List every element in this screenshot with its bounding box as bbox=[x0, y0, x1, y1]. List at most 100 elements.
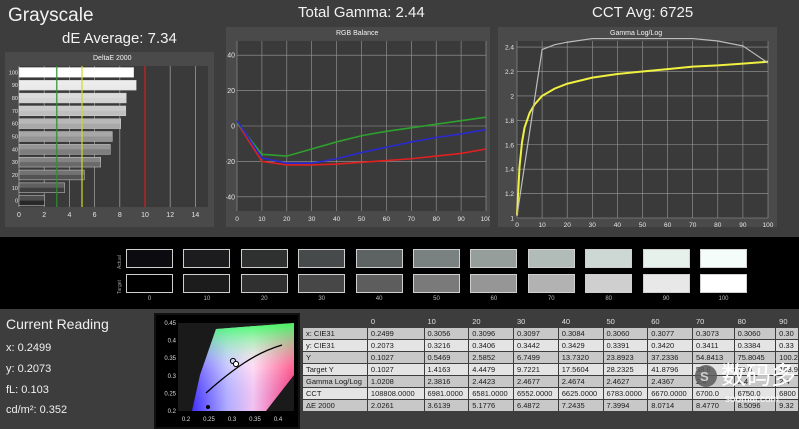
swatch-actual bbox=[700, 249, 747, 268]
swatch-label: 40 bbox=[375, 296, 383, 302]
table-row-label: x: CIE31 bbox=[302, 327, 368, 340]
de-average: dE Average: 7.34 bbox=[62, 30, 177, 47]
gamma-ytick-label: 2.4 bbox=[505, 45, 514, 52]
table-cell: 6783.0000 bbox=[602, 387, 649, 400]
reading-x: x: 0.2499 bbox=[6, 342, 52, 354]
swatch-actual bbox=[183, 249, 231, 268]
table-cell: 41.8796 bbox=[647, 363, 693, 376]
row-label-actual: Actual bbox=[117, 255, 123, 269]
table-cell: 23.8923 bbox=[602, 351, 649, 364]
swatch-actual bbox=[527, 249, 575, 268]
swatch-strip: Actual Target 0 10 20 30 40 50 60 70 80 90 100 bbox=[0, 237, 799, 309]
table-cell: 6.4872 bbox=[513, 399, 559, 412]
swatch-actual bbox=[126, 249, 173, 268]
table-header-cell: 50 bbox=[602, 315, 649, 328]
gamma-ytick-label: 1.6 bbox=[505, 142, 514, 149]
deltae-xtick-label: 2 bbox=[42, 212, 46, 219]
cie-ytick-label: 0.45 bbox=[164, 321, 176, 327]
swatch-label: 50 bbox=[433, 296, 440, 302]
rgb-xtick-label: 80 bbox=[433, 216, 441, 223]
gamma-xtick-label: 80 bbox=[714, 222, 722, 227]
table-cell: 0.2073 bbox=[366, 339, 425, 352]
watermark: S 数码多 soomal.com bbox=[695, 352, 796, 413]
table-row: ΔE 2000 2.0261 3.6139 5.1776 6.4872 7.2435 7.3… bbox=[302, 399, 799, 412]
swatch-target bbox=[298, 274, 346, 293]
deltae-bar-highlight bbox=[19, 144, 111, 150]
swatch-label: 90 bbox=[662, 296, 670, 302]
table-cell: 0.3073 bbox=[692, 327, 735, 340]
table-row: y: CIE31 0.2073 0.3216 0.3406 0.3442 0.3429 0.… bbox=[302, 339, 799, 352]
rgb-xtick-label: 40 bbox=[333, 216, 341, 223]
table-cell: 6800 bbox=[775, 387, 799, 400]
table-cell: 13.7320 bbox=[557, 351, 604, 364]
table-cell: 0.3077 bbox=[647, 327, 693, 340]
cie-ytick-label: 0.3 bbox=[168, 374, 177, 380]
table-cell: 2.4423 bbox=[468, 375, 514, 388]
table-cell: 0.3056 bbox=[423, 327, 470, 340]
gamma-ytick-label: 2.2 bbox=[505, 69, 514, 76]
table-cell: 2.4674 bbox=[557, 375, 604, 388]
table-cell: 6.7499 bbox=[513, 351, 559, 364]
cie-xtick-label: 0.2 bbox=[182, 417, 191, 423]
cie-xtick-label: 0.4 bbox=[274, 417, 283, 423]
deltae-xtick-label: 0 bbox=[17, 212, 21, 219]
table-cell: 0.1027 bbox=[366, 363, 425, 376]
deltae-bar bbox=[18, 80, 137, 91]
gamma-ytick-label: 1 bbox=[510, 216, 514, 223]
table-header-cell: 0 bbox=[366, 315, 425, 328]
table-cell: 0.3384 bbox=[733, 339, 777, 352]
deltae-xtick-label: 12 bbox=[166, 212, 174, 219]
rgb-xtick-label: 10 bbox=[258, 216, 266, 223]
swatch-label: 20 bbox=[260, 296, 268, 302]
cie-gamut-overlay bbox=[192, 323, 294, 411]
watermark-badge-icon bbox=[695, 365, 717, 387]
table-cell: 2.0261 bbox=[366, 399, 425, 412]
swatch-actual bbox=[413, 249, 460, 268]
deltae-xtick-label: 6 bbox=[93, 212, 97, 219]
deltae-category-label: 0 bbox=[15, 199, 18, 205]
swatch-actual bbox=[642, 249, 690, 268]
swatch-target bbox=[355, 274, 403, 293]
deltae-chart: DeltaE 2000 0 10 20 30 40 50 60 70 80 90 100 0 2 4 6 8 1… bbox=[5, 52, 214, 227]
table-cell: 0.2499 bbox=[366, 327, 425, 340]
reading-fl: fL: 0.103 bbox=[6, 384, 49, 396]
table-cell: 2.4367 bbox=[647, 375, 693, 388]
table-cell: 0.3097 bbox=[513, 327, 559, 340]
swatch-target bbox=[527, 274, 575, 293]
table-cell: 0.3060 bbox=[602, 327, 649, 340]
table-cell: 0.3442 bbox=[513, 339, 559, 352]
table-header-cell bbox=[302, 315, 368, 328]
deltae-xtick-label: 8 bbox=[118, 212, 122, 219]
table-header-cell: 60 bbox=[647, 315, 693, 328]
table-cell: 8.0714 bbox=[647, 399, 693, 412]
table-cell: 37.2336 bbox=[647, 351, 693, 364]
cie-ytick-label: 0.4 bbox=[168, 339, 177, 345]
deltae-category-label: 80 bbox=[12, 96, 18, 102]
table-cell: 9.32 bbox=[775, 399, 799, 412]
deltae-bar-highlight bbox=[19, 195, 45, 201]
deltae-bar-highlight bbox=[19, 131, 113, 137]
table-cell: 75.8045 bbox=[733, 351, 777, 364]
deltae-category-label: 30 bbox=[12, 160, 18, 166]
gamma-xtick-label: 60 bbox=[664, 222, 672, 227]
watermark-logo: S 数码多 soomal.com bbox=[695, 362, 796, 405]
deltae-bar-highlight bbox=[19, 80, 137, 86]
table-cell: 6552.0000 bbox=[513, 387, 559, 400]
table-cell: 1.4163 bbox=[423, 363, 470, 376]
deltae-category-label: 50 bbox=[12, 135, 18, 141]
table-cell: 8.4770 bbox=[692, 399, 735, 412]
deltae-bar-highlight bbox=[19, 118, 121, 124]
table-header-cell: 30 bbox=[513, 315, 559, 328]
deltae-category-label: 90 bbox=[12, 83, 18, 89]
swatch-label: 100 bbox=[718, 296, 729, 302]
rgb-ytick-label: 20 bbox=[227, 88, 235, 95]
cie-diagram: 0.45 0.4 0.35 0.3 0.25 0.2 0.2 0.25 0.3 0.35 0.4 bbox=[154, 313, 300, 429]
deltae-chart-title: DeltaE 2000 bbox=[93, 55, 132, 62]
deltae-category-label: 10 bbox=[12, 186, 18, 192]
rgb-xtick-label: 50 bbox=[358, 216, 366, 223]
deltae-chart-svg: 0 10 20 30 40 50 60 70 80 90 100 0 2 4 6 8 10 12 14 bbox=[9, 66, 208, 219]
swatch-label: 70 bbox=[547, 296, 555, 302]
deltae-bar bbox=[18, 67, 134, 78]
swatch-actual bbox=[355, 249, 403, 268]
gamma-chart-svg: 2.4 2.2 2 1.8 1.6 1.4 1.2 10 10 20 30 40 50 60 70 80 90 1… bbox=[505, 37, 774, 227]
